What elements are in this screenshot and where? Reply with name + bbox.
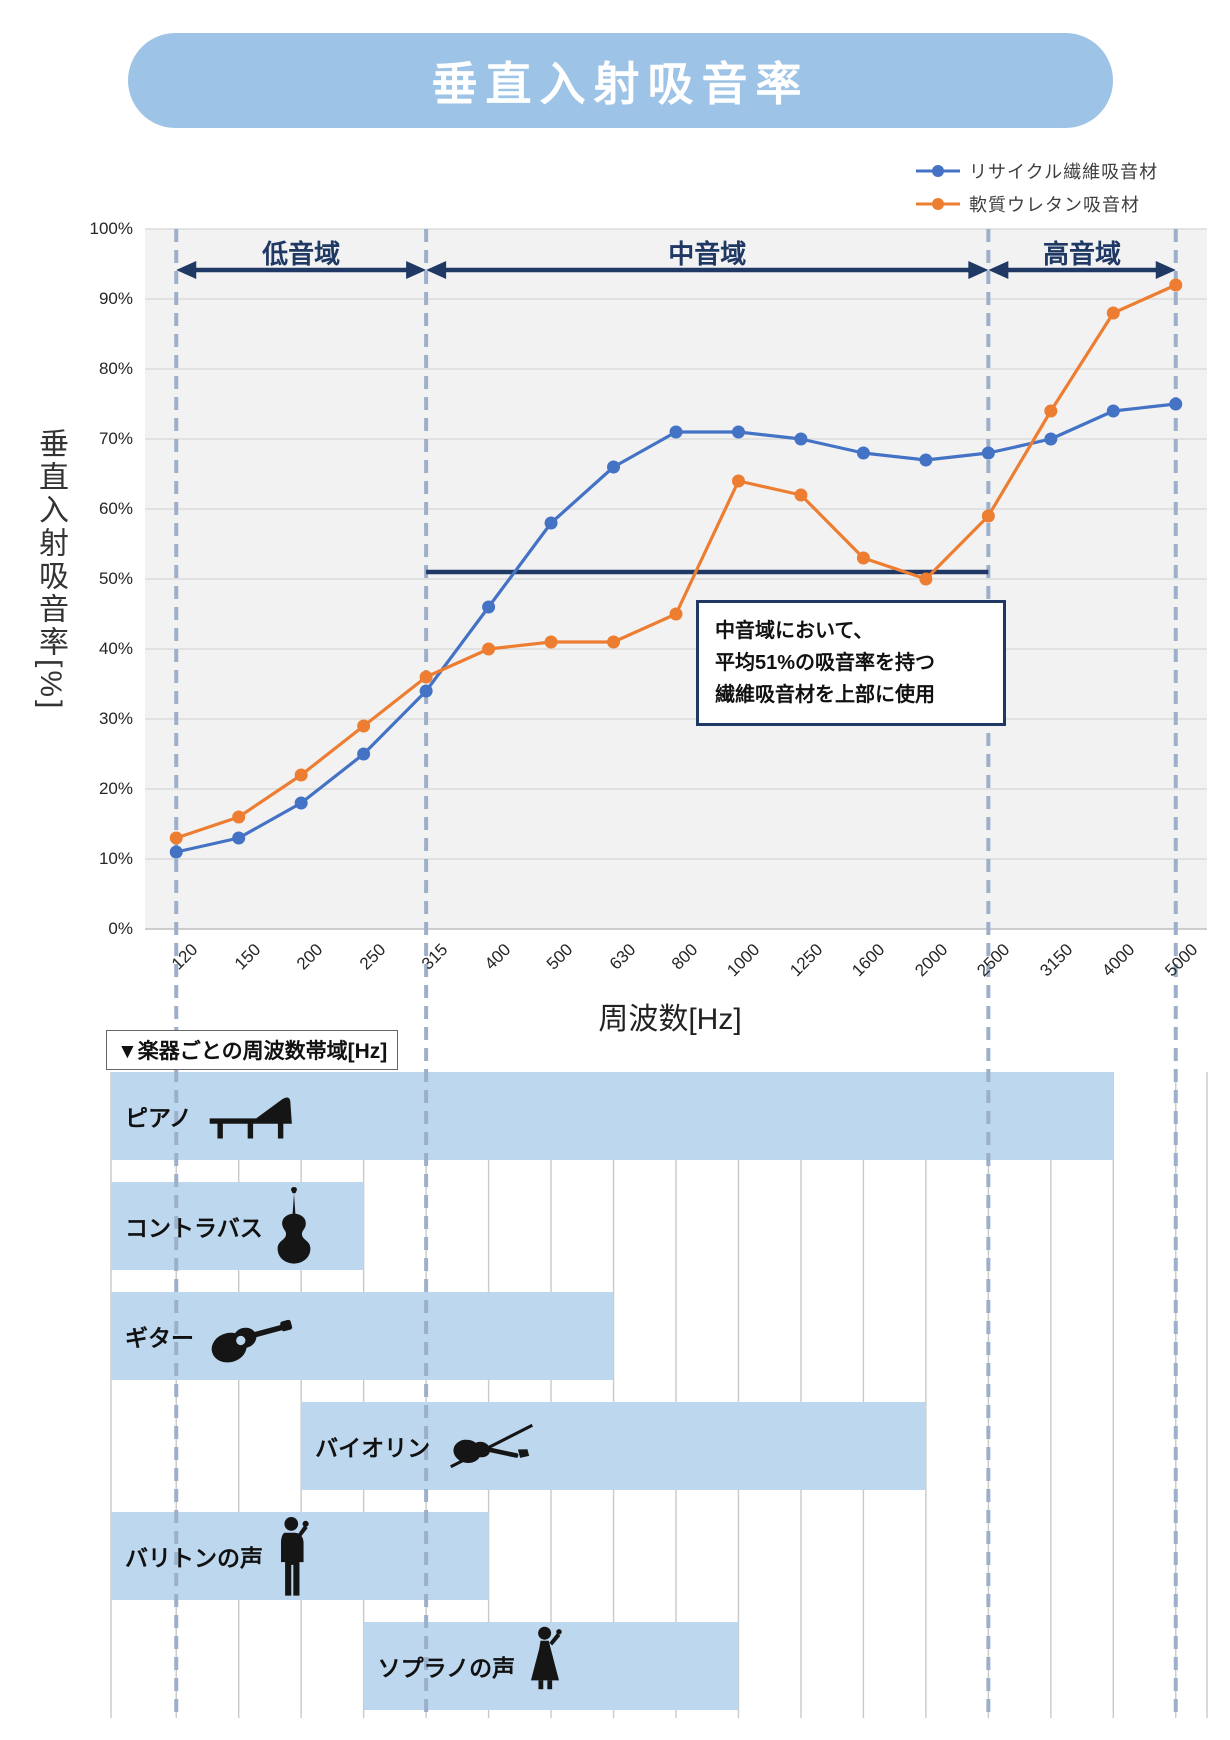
instrument-range-bar bbox=[111, 1292, 614, 1380]
guitar-icon bbox=[204, 1306, 297, 1366]
data-point bbox=[731, 474, 745, 488]
data-point bbox=[856, 446, 870, 460]
data-point bbox=[919, 453, 933, 467]
y-axis-title: 垂直入射吸音率[%] bbox=[34, 428, 67, 712]
y-tick-label: 70% bbox=[98, 429, 133, 448]
data-point bbox=[981, 446, 995, 460]
title-banner: 垂直入射吸音率 bbox=[128, 33, 1113, 128]
data-point bbox=[419, 684, 433, 698]
data-point bbox=[544, 516, 558, 530]
instrument-section-header: ▼楽器ごとの周波数帯域[Hz] bbox=[106, 1030, 399, 1070]
data-point bbox=[981, 509, 995, 523]
y-tick-label: 100% bbox=[89, 219, 133, 238]
legend-marker-blue-icon bbox=[916, 165, 960, 177]
page-title: 垂直入射吸音率 bbox=[431, 57, 810, 110]
instrument-label: バイオリン bbox=[315, 1435, 431, 1461]
y-tick-label: 0% bbox=[108, 919, 133, 938]
annotation-line: 平均51%の吸音率を持つ bbox=[715, 652, 936, 674]
legend-label: 軟質ウレタン吸音材 bbox=[969, 195, 1140, 215]
instrument-row: ソプラノの声 bbox=[378, 1622, 568, 1710]
data-point bbox=[544, 635, 558, 649]
annotation-line: 繊維吸音材を上部に使用 bbox=[715, 684, 935, 706]
instrument-range-bar bbox=[111, 1182, 364, 1270]
instrument-range-bar bbox=[301, 1402, 926, 1490]
y-tick-label: 90% bbox=[98, 289, 133, 308]
data-point bbox=[607, 460, 621, 474]
instrument-label: ギター bbox=[125, 1325, 194, 1351]
data-point bbox=[1106, 404, 1120, 418]
data-point bbox=[669, 425, 683, 439]
contrabass-icon bbox=[273, 1185, 315, 1267]
data-point bbox=[294, 768, 308, 782]
instrument-label: ソプラノの声 bbox=[377, 1655, 516, 1681]
arrow-head-left-icon bbox=[176, 261, 197, 279]
y-tick-label: 30% bbox=[98, 709, 133, 728]
arrow-head-right-icon bbox=[406, 261, 427, 279]
region-label: 高音域 bbox=[1043, 239, 1122, 269]
y-tick-label: 80% bbox=[98, 359, 133, 378]
arrow-head-left-icon bbox=[988, 261, 1009, 279]
soprano-singer-icon bbox=[525, 1625, 567, 1707]
legend-item-urethane: 軟質ウレタン吸音材 bbox=[915, 191, 1158, 217]
arrow-head-right-icon bbox=[1155, 261, 1176, 279]
data-point bbox=[232, 810, 246, 824]
data-point bbox=[294, 796, 308, 810]
arrow-head-right-icon bbox=[968, 261, 989, 279]
data-point bbox=[731, 425, 745, 439]
violin-icon bbox=[440, 1416, 540, 1476]
data-point bbox=[919, 572, 933, 586]
data-point bbox=[357, 719, 371, 733]
data-point bbox=[1106, 306, 1120, 320]
data-point bbox=[794, 488, 808, 502]
annotation-box: 中音域において、 平均51%の吸音率を持つ 繊維吸音材を上部に使用 bbox=[696, 600, 1006, 726]
y-tick-label: 10% bbox=[98, 849, 133, 868]
instrument-row: バイオリン bbox=[315, 1402, 540, 1490]
instrument-row: コントラバス bbox=[125, 1182, 315, 1270]
data-point bbox=[1169, 397, 1183, 411]
instrument-row: ギター bbox=[125, 1292, 297, 1380]
data-point bbox=[794, 432, 808, 446]
data-point bbox=[232, 831, 246, 845]
instrument-label: ピアノ bbox=[125, 1105, 192, 1131]
instrument-label: コントラバス bbox=[125, 1215, 263, 1241]
instrument-row: ピアノ bbox=[125, 1072, 298, 1160]
data-point bbox=[169, 831, 183, 845]
y-tick-label: 40% bbox=[98, 639, 133, 658]
y-tick-label: 60% bbox=[98, 499, 133, 518]
instrument-label: バリトンの声 bbox=[125, 1545, 263, 1571]
data-point bbox=[1044, 404, 1058, 418]
legend-item-recycled-fiber: リサイクル繊維吸音材 bbox=[915, 158, 1158, 184]
region-label: 低音域 bbox=[262, 239, 341, 269]
x-axis-title: 周波数[Hz] bbox=[598, 1003, 742, 1036]
region-label: 中音域 bbox=[668, 239, 747, 269]
data-point bbox=[856, 551, 870, 565]
grand-piano-icon bbox=[202, 1085, 298, 1147]
data-point bbox=[669, 607, 683, 621]
data-point bbox=[607, 635, 621, 649]
y-tick-label: 50% bbox=[98, 569, 133, 588]
data-point bbox=[1044, 432, 1058, 446]
instrument-row: バリトンの声 bbox=[125, 1512, 315, 1600]
data-point bbox=[482, 600, 496, 614]
annotation-line: 中音域において、 bbox=[715, 620, 874, 642]
data-point bbox=[357, 747, 371, 761]
legend-label: リサイクル繊維吸音材 bbox=[969, 162, 1159, 182]
arrow-head-left-icon bbox=[426, 261, 447, 279]
data-point bbox=[169, 845, 183, 859]
y-tick-label: 20% bbox=[98, 779, 133, 798]
baritone-singer-icon bbox=[273, 1515, 315, 1597]
data-point bbox=[419, 670, 433, 684]
legend-marker-orange-icon bbox=[916, 198, 960, 210]
data-point bbox=[1169, 278, 1183, 292]
data-point bbox=[482, 642, 496, 656]
legend: リサイクル繊維吸音材 軟質ウレタン吸音材 bbox=[915, 158, 1158, 217]
